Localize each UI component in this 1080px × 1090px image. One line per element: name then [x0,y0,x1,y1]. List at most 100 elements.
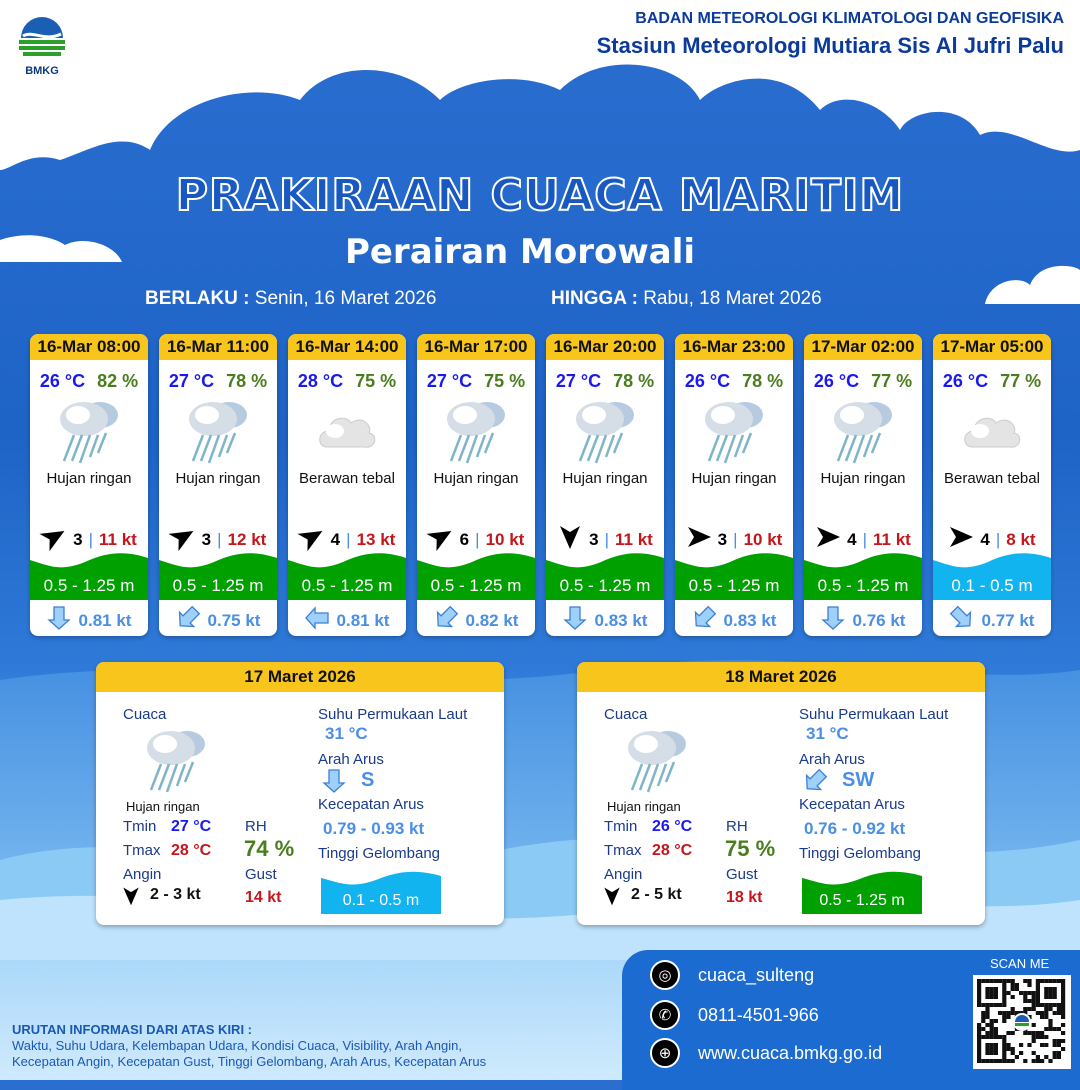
humidity: 78 % [613,371,655,391]
wave-height: 0.5 - 1.25 m [819,892,905,909]
wave-band: 0.5 - 1.25 m [30,548,148,600]
humidity: 78 % [226,371,268,391]
forecast-time: 16-Mar 23:00 [675,334,793,360]
separator: | [346,529,351,549]
sst: 31 °C [806,724,849,743]
current-direction-icon [176,605,200,635]
forecast-time: 16-Mar 17:00 [417,334,535,360]
tmax: 28 °C [652,842,693,859]
overcast-icon [288,392,406,470]
wind-speed: 2 - 3 kt [150,886,201,903]
wind-speed: 6 [459,529,470,549]
gust-label: Gust [726,866,758,883]
current-direction-label: Arah Arus [799,751,865,768]
separator: | [733,529,738,549]
forecast-card: 16-Mar 08:00 26 °C 82 % Hujan ringan 3 | 11 kt… [30,334,148,636]
light-rain-icon [804,392,922,470]
wave-band: 0.5 - 1.25 m [417,548,535,600]
temperature: 26 °C [813,371,860,391]
wave-label: Tinggi Gelombang [799,845,922,862]
current-speed: 0.77 kt [981,610,1035,630]
temperature: 27 °C [168,371,215,391]
forecast-time: 17-Mar 02:00 [804,334,922,360]
weather-condition: Hujan ringan [433,470,519,487]
weather-condition: Berawan tebal [944,470,1040,487]
wave-band: 0.5 - 1.25 m [288,548,406,600]
info-line-1: Waktu, Suhu Udara, Kelembapan Udara, Kon… [12,1038,462,1053]
weather-condition: Hujan ringan [175,470,261,487]
wave-band: 0.5 - 1.25 m [159,548,277,600]
wind-speed: 4 [330,529,341,549]
valid-from-date: Senin, 16 Maret 2026 [254,288,437,309]
panel-date: 18 Maret 2026 [577,662,985,692]
wave-band: 0.5 - 1.25 m [675,548,793,600]
separator: | [217,529,222,549]
wind-speed: 2 - 5 kt [631,886,682,903]
forecast-card: 16-Mar 14:00 28 °C 75 % Berawan tebal 4 | 13 k… [288,334,406,636]
forecast-time: 16-Mar 08:00 [30,334,148,360]
daily-summary-panel: 18 Maret 2026 Cuaca Hujan ringan Tmin 26 °C T… [577,662,985,925]
cloud-right [985,265,1080,304]
light-rain-icon [546,392,664,470]
sst: 31 °C [325,724,368,743]
gust-speed: 10 kt [743,529,783,549]
phone-number: 0811-4501-966 [698,1004,819,1025]
forecast-card: 16-Mar 20:00 27 °C 78 % Hujan ringan 3 | 11 kt… [546,334,664,636]
wind-direction-icon [557,524,583,555]
valid-to: HINGGA : Rabu, 18 Maret 2026 [551,288,822,310]
panel-date: 17 Maret 2026 [96,662,504,692]
current-direction-icon [692,605,716,635]
overcast-icon [933,392,1051,470]
wind-direction-icon [39,524,67,555]
station-name: Stasiun Meteorologi Mutiara Sis Al Jufri… [596,33,1064,58]
current-speed: 0.76 - 0.92 kt [804,819,906,838]
current-direction: S [361,769,375,791]
current-direction-icon [304,606,329,635]
wave-height: 0.5 - 1.25 m [817,576,909,595]
current-speed: 0.79 - 0.93 kt [323,819,425,838]
website-link[interactable]: ⊕ www.cuaca.bmkg.go.id [650,1038,882,1068]
tmax: 28 °C [171,842,212,859]
wave-band: 0.5 - 1.25 m [804,548,922,600]
header-clouds [0,0,1080,170]
wave-band: 0.1 - 0.5 m [933,548,1051,600]
tmax-label: Tmax [604,842,642,859]
wind-speed: 3 [717,529,728,549]
weather-label: Cuaca [123,706,167,723]
valid-to-date: Rabu, 18 Maret 2026 [643,288,822,309]
gust-speed: 11 kt [99,529,137,549]
instagram-link[interactable]: ◎ cuaca_sulteng [650,960,814,990]
tmin: 27 °C [171,818,212,835]
gust-speed: 11 kt [615,529,653,549]
instagram-handle: cuaca_sulteng [698,964,815,985]
phone-icon: ✆ [650,1000,680,1030]
temperature: 28 °C [297,371,344,391]
humidity: 77 % [871,371,913,391]
weather-condition: Hujan ringan [46,470,132,487]
wind-direction-icon [121,886,141,911]
wind-direction-icon [686,524,712,555]
humidity: 75 % [355,371,397,391]
current-speed-label: Kecepatan Arus [799,796,905,813]
forecast-time: 16-Mar 14:00 [288,334,406,360]
light-rain-icon [159,392,277,470]
tmax-label: Tmax [123,842,161,859]
phone-link[interactable]: ✆ 0811-4501-966 [650,1000,819,1030]
wave-height: 0.5 - 1.25 m [559,576,651,595]
weather-condition: Berawan tebal [299,470,395,487]
light-rain-icon [622,724,692,801]
wind-direction-icon [168,524,196,555]
wind-direction-icon [815,524,841,555]
globe-icon: ⊕ [650,1038,680,1068]
separator: | [862,529,868,549]
current-speed: 0.81 kt [336,610,390,630]
wind-speed: 3 [73,529,83,549]
qr-code[interactable] [973,975,1071,1069]
bmkg-logo: BMKG [14,12,70,77]
sst-label: Suhu Permukaan Laut [799,706,949,723]
valid-from: BERLAKU : Senin, 16 Maret 2026 [145,288,436,310]
current-speed: 0.82 kt [465,610,519,630]
rh-label: RH [726,818,748,835]
website-url: www.cuaca.bmkg.go.id [698,1042,883,1063]
wave-height: 0.5 - 1.25 m [43,576,135,595]
